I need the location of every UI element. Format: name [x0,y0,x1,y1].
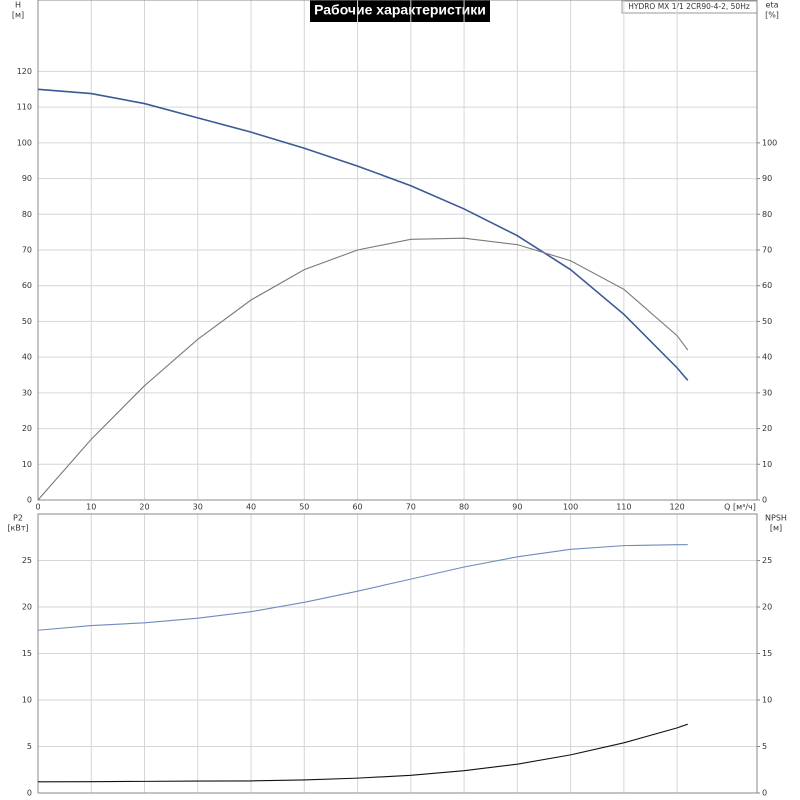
x-tick-label: 100 [563,503,578,512]
y2-tick-label: 40 [762,353,772,362]
y-tick-label: 0 [27,789,32,798]
y2-tick-label: 0 [762,496,767,505]
y2-tick-label: 30 [762,388,772,397]
series-line [37,723,688,783]
series-line [37,237,689,501]
y-tick-label: 60 [22,281,32,290]
y2-tick-label: 15 [762,649,772,658]
y-label: P2 [13,514,23,523]
plot-frame [37,0,758,501]
x-tick-label: 30 [193,503,203,512]
x-label: Q [м³/ч] [724,503,756,512]
x-tick-label: 60 [352,503,362,512]
y2-tick-label: 10 [762,696,772,705]
y2-unit: [%] [765,11,779,20]
title-box [310,0,490,22]
y2-unit: [м] [770,524,782,533]
y-tick-label: 20 [22,424,32,433]
chart-title: Рабочие характеристики [314,2,486,18]
y2-tick-label: 25 [762,556,772,565]
series-line [37,544,688,631]
series-line [37,88,689,381]
y-label: H [15,1,21,10]
x-tick-label: 120 [669,503,684,512]
y-tick-label: 10 [22,460,32,469]
y2-tick-label: 20 [762,603,772,612]
y2-tick-label: 50 [762,317,772,326]
y2-label: NPSH [765,514,787,523]
x-tick-label: 20 [139,503,149,512]
y-tick-label: 40 [22,353,32,362]
y-tick-label: 20 [22,603,32,612]
x-tick-label: 110 [616,503,631,512]
y2-tick-label: 5 [762,742,767,751]
x-tick-label: 40 [246,503,256,512]
x-tick-label: 80 [459,503,469,512]
y-unit: [кВт] [7,524,28,533]
x-tick-label: 70 [406,503,416,512]
y-tick-label: 50 [22,317,32,326]
x-tick-label: 0 [35,503,40,512]
y-unit: [м] [12,11,24,20]
y-tick-label: 30 [22,388,32,397]
y-tick-label: 70 [22,246,32,255]
y2-tick-label: 70 [762,246,772,255]
x-tick-label: 50 [299,503,309,512]
y-tick-label: 80 [22,210,32,219]
y2-tick-label: 20 [762,424,772,433]
y-tick-label: 100 [17,138,32,147]
y2-tick-label: 0 [762,789,767,798]
y-tick-label: 0 [27,496,32,505]
y2-tick-label: 100 [762,138,777,147]
y2-tick-label: 80 [762,210,772,219]
y-tick-label: 5 [27,742,32,751]
model-label: HYDRO MX 1/1 2CR90-4-2, 50Hz [628,2,750,11]
y2-tick-label: 60 [762,281,772,290]
y-tick-label: 25 [22,556,32,565]
y2-tick-label: 90 [762,174,772,183]
x-tick-label: 10 [86,503,96,512]
y-tick-label: 90 [22,174,32,183]
y-tick-label: 120 [17,67,32,76]
plot-frame [37,513,758,794]
y-tick-label: 15 [22,649,32,658]
y2-tick-label: 10 [762,460,772,469]
y-tick-label: 110 [17,103,32,112]
y-tick-label: 10 [22,696,32,705]
y2-label: eta [766,1,779,10]
x-tick-label: 90 [512,503,522,512]
